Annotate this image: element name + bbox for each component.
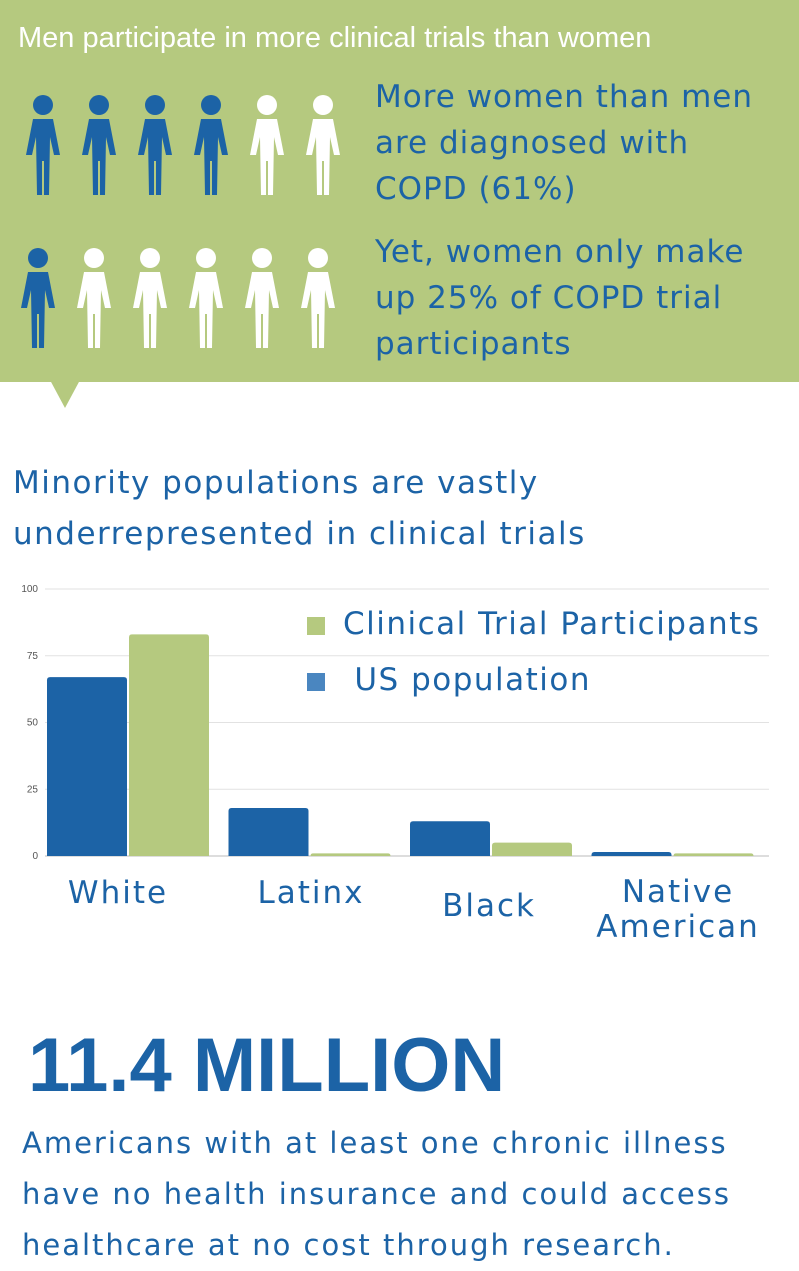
legend-label-clinical-trial: Clinical Trial Participants <box>343 606 761 642</box>
banner-title: Men participate in more clinical trials … <box>18 22 652 54</box>
person-icon-white <box>250 95 284 195</box>
bar-white-us-population <box>47 677 127 856</box>
person-icon-white <box>245 248 279 348</box>
bar-latinx-us-population <box>228 807 309 856</box>
stat-participants: Yet, women only make up 25% of COPD tria… <box>375 234 745 362</box>
person-icon-white <box>77 248 111 348</box>
y-tick-label: 75 <box>27 651 39 662</box>
bar-native-american-clinical-trial <box>673 853 754 856</box>
person-icon-white <box>306 95 340 195</box>
category-label-latinx: Latinx <box>257 875 365 911</box>
big-stat-number: 11.4 MILLION <box>28 1023 506 1108</box>
person-icon-blue <box>194 95 228 195</box>
category-label-native-american: Native American <box>596 874 760 945</box>
figure-row-diagnosed <box>26 95 340 195</box>
bar-latinx-clinical-trial <box>310 853 391 856</box>
person-icon-blue <box>82 95 116 195</box>
bar-black-us-population <box>410 821 490 856</box>
representation-bar-chart: 0 25 50 75 100 <box>21 584 769 862</box>
bar-white-clinical-trial <box>129 634 209 856</box>
bar-native-american-us-population <box>591 851 672 856</box>
y-tick-label: 25 <box>27 784 39 795</box>
y-tick-label: 0 <box>32 851 38 862</box>
figure-row-participants <box>21 248 335 348</box>
person-icon-blue <box>26 95 60 195</box>
category-label-black: Black <box>442 888 536 924</box>
person-icon-blue <box>21 248 55 348</box>
person-icon-white <box>189 248 223 348</box>
y-tick-label: 100 <box>21 584 38 595</box>
women-trials-banner: Men participate in more clinical trials … <box>0 0 799 382</box>
legend-swatch-blue <box>307 672 325 691</box>
person-icon-white <box>301 248 335 348</box>
section-title: Minority populations are vastly underrep… <box>13 465 586 552</box>
legend-item-us-population: US population <box>307 662 591 698</box>
person-icon-white <box>133 248 167 348</box>
legend-item-clinical-trial: Clinical Trial Participants <box>307 606 760 642</box>
banner-pointer <box>50 380 80 408</box>
legend-label-us-population: US population <box>343 662 592 698</box>
bar-black-clinical-trial <box>492 842 572 856</box>
legend-swatch-green <box>307 616 325 635</box>
y-tick-label: 50 <box>27 718 39 729</box>
person-icon-blue <box>138 95 172 195</box>
stat-diagnosed: More women than men are diagnosed with C… <box>375 79 754 207</box>
category-label-white: White <box>67 875 169 911</box>
big-stat-description: Americans with at least one chronic illn… <box>22 1126 731 1262</box>
